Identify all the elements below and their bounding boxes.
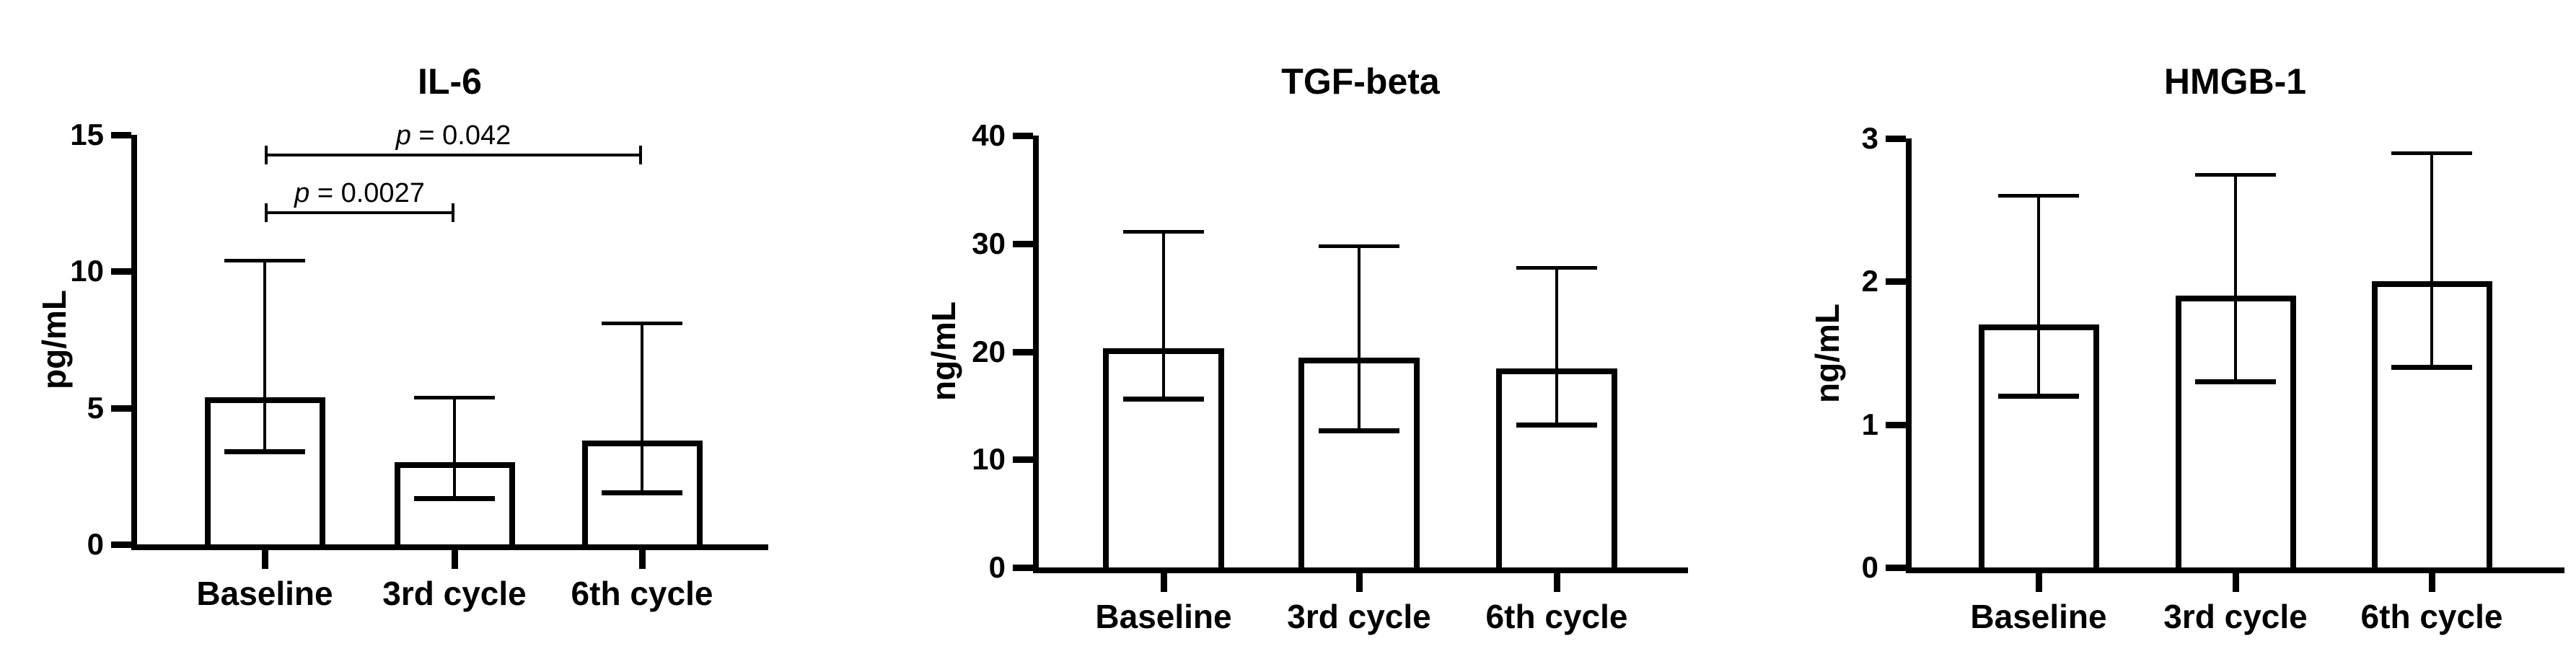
error-bar-stem <box>2037 195 2040 396</box>
error-bar-stem <box>1162 231 1165 399</box>
x-axis-category-label: 3rd cycle <box>2163 598 2308 635</box>
y-axis-tick-label: 15 <box>70 118 104 151</box>
error-bar-cap-top <box>1123 230 1204 234</box>
error-bar-cap-bottom <box>1516 423 1597 428</box>
y-axis-tick <box>1013 240 1033 247</box>
y-axis-tick <box>1886 421 1906 428</box>
error-bar-stem <box>1555 267 1558 425</box>
x-axis-category-label: 3rd cycle <box>1287 598 1431 635</box>
error-bar-cap-top <box>1998 194 2079 198</box>
error-bar-cap-bottom <box>414 495 495 501</box>
error-bar-stem <box>2234 174 2237 382</box>
y-axis-tick-label: 0 <box>988 550 1006 584</box>
y-axis-tick <box>111 132 131 138</box>
y-axis-tick-label: 5 <box>87 390 104 425</box>
significance-p-value: p = 0.042 <box>395 120 511 151</box>
y-axis <box>1906 138 1912 573</box>
y-axis-tick-label: 0 <box>87 527 104 561</box>
significance-bracket-end-tick <box>639 146 642 165</box>
error-bar-cap-top <box>414 395 495 399</box>
x-axis-tick <box>2036 573 2042 592</box>
y-axis-tick-label: 40 <box>972 118 1006 152</box>
significance-bracket-line <box>265 154 642 157</box>
significance-bracket-end-tick <box>265 203 268 222</box>
error-bar-stem <box>2430 152 2433 368</box>
error-bar-stem <box>263 260 266 452</box>
error-bar-cap-bottom <box>1123 397 1204 402</box>
y-axis-tick <box>1886 278 1906 286</box>
error-bar-cap-bottom <box>1998 394 2079 399</box>
error-bar-stem <box>453 397 456 498</box>
y-axis-tick-label: 3 <box>1861 121 1878 155</box>
error-bar-cap-top <box>1319 244 1399 248</box>
x-axis-tick <box>1161 573 1167 592</box>
y-axis-tick <box>1013 456 1033 464</box>
y-axis-tick <box>1886 136 1906 142</box>
error-bar-cap-top <box>224 259 305 263</box>
y-axis-tick-label: 2 <box>1861 264 1878 299</box>
error-bar-stem <box>1358 245 1360 430</box>
error-bar-stem <box>641 323 643 493</box>
chart-title: HMGB-1 <box>2163 61 2307 102</box>
x-axis-tick <box>262 550 268 569</box>
y-axis <box>131 135 137 550</box>
x-axis-tick <box>452 550 458 569</box>
x-axis-category-label: 6th cycle <box>1485 598 1628 635</box>
x-axis-category-label: 6th cycle <box>2360 598 2503 635</box>
y-axis-tick-label: 1 <box>1861 407 1878 441</box>
y-axis-tick <box>1013 133 1033 139</box>
significance-p-value: p = 0.0027 <box>294 177 425 208</box>
significance-bracket-end-tick <box>452 203 454 222</box>
error-bar-cap-top <box>602 322 682 326</box>
y-axis-tick-label: 10 <box>972 442 1006 477</box>
x-axis-category-label: 3rd cycle <box>382 575 527 612</box>
y-axis-tick-label: 10 <box>70 254 104 288</box>
x-axis-category-label: 6th cycle <box>571 575 713 612</box>
x-axis-tick <box>2429 573 2435 592</box>
y-axis-tick-label: 30 <box>972 226 1006 260</box>
significance-bracket-end-tick <box>265 146 268 165</box>
chart-title: TGF-beta <box>1281 61 1440 102</box>
y-axis-tick <box>111 268 131 275</box>
x-axis-category-label: Baseline <box>1095 598 1232 635</box>
error-bar-cap-bottom <box>2391 365 2472 371</box>
error-bar-cap-bottom <box>2195 379 2276 385</box>
error-bar-cap-top <box>2391 151 2472 155</box>
y-axis-tick <box>111 541 131 548</box>
x-axis-tick <box>639 550 646 569</box>
x-axis-category-label: Baseline <box>1970 598 2107 635</box>
x-axis-tick <box>1356 573 1363 592</box>
significance-bracket-line <box>265 211 454 214</box>
x-axis-tick <box>1554 573 1560 592</box>
x-axis-tick <box>2233 573 2239 592</box>
bar <box>1298 358 1420 573</box>
x-axis-category-label: Baseline <box>196 575 333 612</box>
y-axis-tick <box>111 404 131 412</box>
y-axis-tick-label: 0 <box>1861 550 1878 584</box>
error-bar-cap-bottom <box>1319 428 1399 433</box>
y-axis-tick <box>1886 565 1906 571</box>
error-bar-cap-bottom <box>224 449 305 455</box>
error-bar-cap-top <box>1516 265 1597 270</box>
y-axis-tick <box>1013 565 1033 571</box>
y-axis-tick-label: 20 <box>972 334 1006 368</box>
chart-title: IL-6 <box>418 61 482 102</box>
y-axis-tick <box>1013 348 1033 355</box>
error-bar-cap-bottom <box>602 490 682 496</box>
error-bar-cap-top <box>2195 172 2276 177</box>
y-axis <box>1033 136 1039 573</box>
